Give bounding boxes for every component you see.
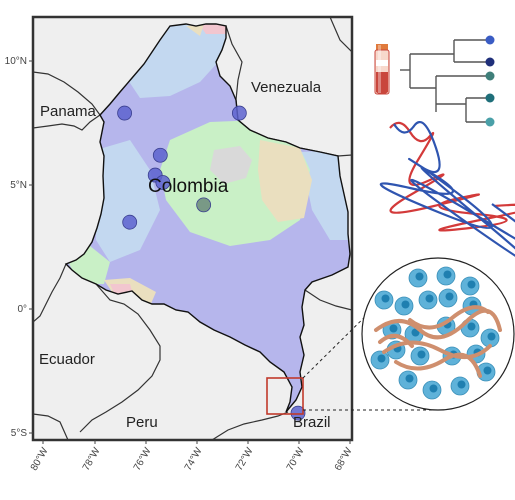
zoom-circle <box>361 257 515 411</box>
cell-nucleus <box>457 380 466 389</box>
cell-nucleus <box>381 294 390 303</box>
cell-nucleus <box>411 328 420 337</box>
lat-tick-0: 0° <box>17 304 27 315</box>
lat-tick-5s: 5°S <box>11 428 28 439</box>
cell-nucleus <box>401 300 410 309</box>
venezuela-coast-east <box>329 17 352 53</box>
lon-tick-80w: 80°W <box>29 446 51 473</box>
tree-tips <box>485 35 495 127</box>
cell-nucleus <box>467 322 476 331</box>
ecuador-coast <box>33 263 67 323</box>
lat-tick-5n: 5°N <box>10 180 27 191</box>
brazil-border <box>304 289 352 311</box>
cell-nucleus <box>415 272 424 281</box>
label-ecuador: Ecuador <box>39 351 95 368</box>
sample-site-marker <box>117 105 132 121</box>
cell-nucleus <box>445 292 454 301</box>
zone-center-grey <box>210 146 252 184</box>
label-venezuela: Venezuala <box>251 79 322 96</box>
cell-nucleus <box>487 332 496 341</box>
cell-nucleus <box>429 384 438 393</box>
tree-tip-5 <box>485 117 495 127</box>
tree-tip-1 <box>485 35 495 45</box>
label-peru: Peru <box>126 414 158 431</box>
cell-nucleus <box>443 270 452 279</box>
lon-tick-72w: 72°W <box>234 446 256 473</box>
tree-tip-3 <box>485 71 495 81</box>
sample-site-marker <box>290 405 306 421</box>
label-panama: Panama <box>40 103 97 120</box>
zone-north-pink <box>196 24 228 34</box>
map-frame <box>31 15 354 442</box>
zone-north-tan <box>186 24 204 36</box>
tree-tip-4 <box>485 93 495 103</box>
cell-nucleus <box>417 350 426 359</box>
panama-coast <box>33 114 101 131</box>
venezuela-border <box>225 25 243 101</box>
cell-nucleus <box>425 294 434 303</box>
panama-border <box>33 71 101 116</box>
colombia-border <box>64 23 351 413</box>
lon-axis: 80°W 78°W 76°W 74°W 72°W 70°W 68°W <box>29 440 355 473</box>
sample-site-marker <box>231 105 247 121</box>
label-colombia: Colombia <box>148 176 229 197</box>
lon-tick-78w: 78°W <box>81 446 103 473</box>
lat-axis: 10°N 5°N 0° 5°S <box>5 56 33 439</box>
cell-nucleus <box>405 374 414 383</box>
lon-tick-70w: 70°W <box>285 446 307 473</box>
phylogenetic-tree-icon <box>400 39 488 123</box>
ecuador-peru-border <box>79 283 161 433</box>
peru-brazil-border <box>211 411 289 440</box>
dna-strand-icon <box>379 121 515 257</box>
lon-tick-68w: 68°W <box>333 446 355 473</box>
parasite-strands <box>374 305 502 378</box>
cell-nucleus <box>483 366 492 375</box>
zone-west-lightblue <box>96 140 160 262</box>
sample-site-marker <box>152 147 168 163</box>
zone-east-tan <box>258 140 312 222</box>
label-brazil: Brazil <box>293 414 331 431</box>
lon-tick-74w: 74°W <box>183 446 205 473</box>
highlight-box <box>266 377 304 415</box>
parasite-cells-icon <box>361 257 515 411</box>
sample-site-marker <box>155 175 171 190</box>
sample-site-marker <box>196 197 212 213</box>
peru-coast <box>33 413 69 440</box>
cell-nucleus <box>377 354 386 363</box>
cell-nucleus <box>467 280 476 289</box>
blood-sample-tube-icon <box>374 44 390 95</box>
sample-sites <box>117 105 306 421</box>
cell-nucleus <box>389 324 398 333</box>
tree-tip-2 <box>485 57 495 67</box>
lon-tick-76w: 76°W <box>132 446 154 473</box>
lat-tick-10n: 10°N <box>5 56 27 67</box>
sample-site-marker <box>122 214 138 230</box>
